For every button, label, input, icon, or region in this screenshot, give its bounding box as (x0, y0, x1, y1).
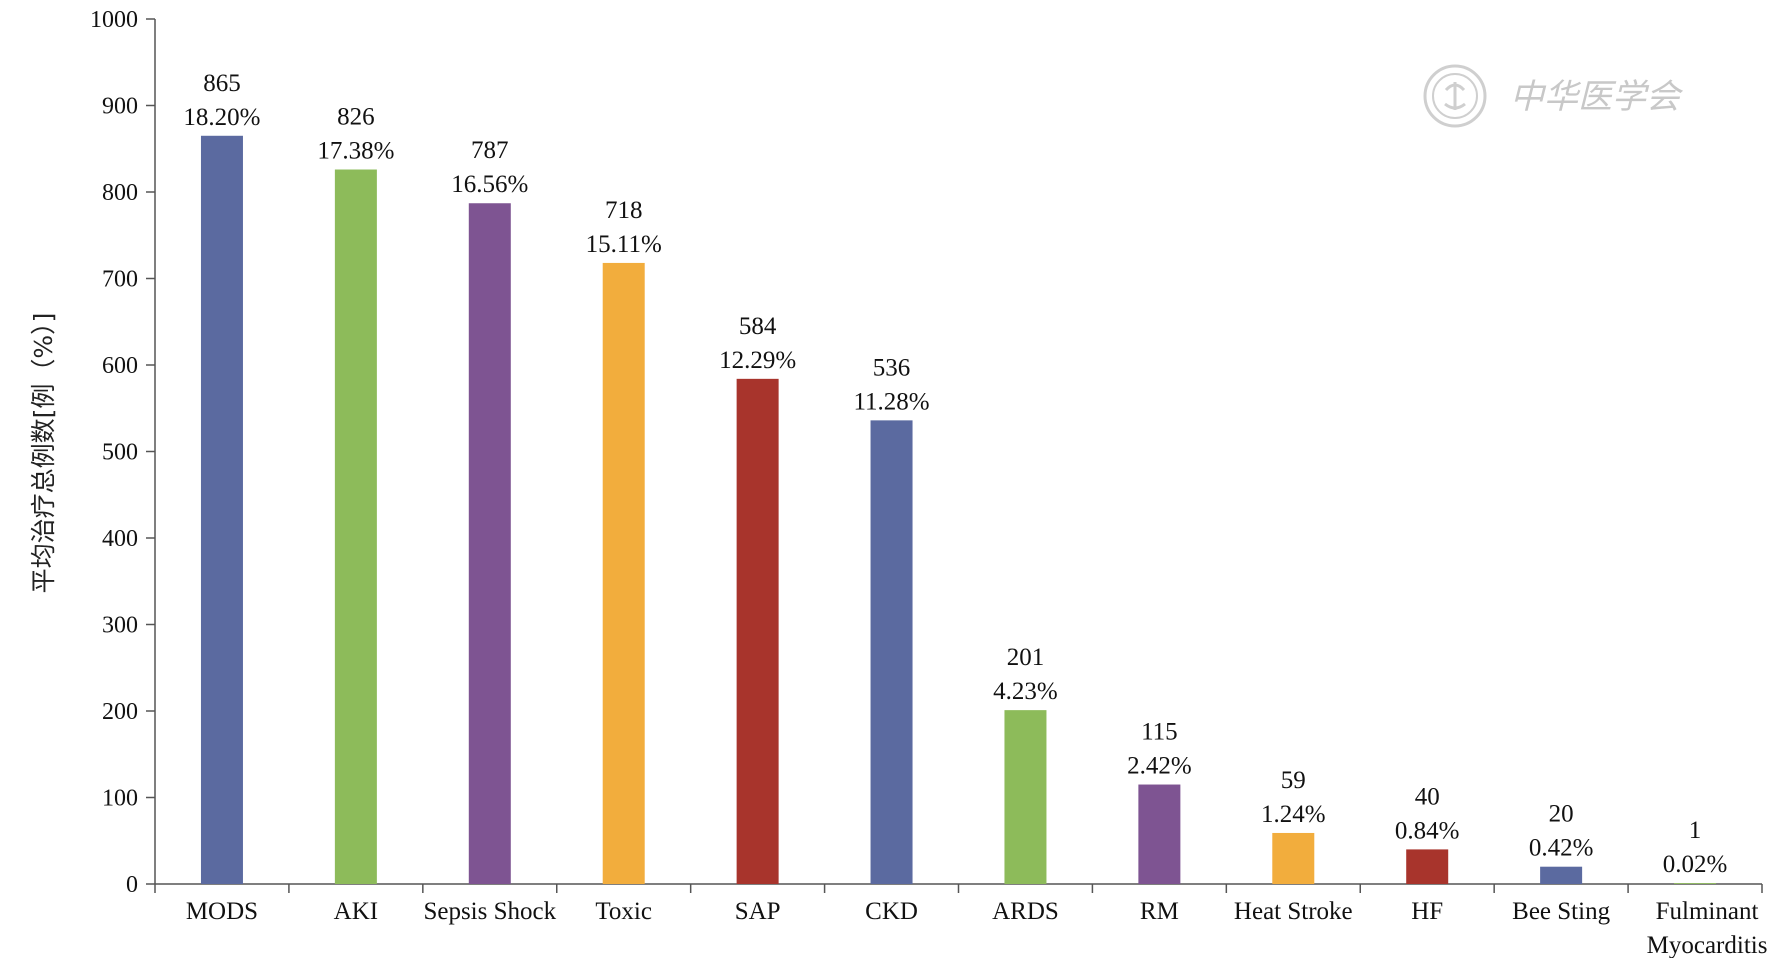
bar-percent-label: 18.20% (183, 104, 260, 131)
x-category-label: Bee Sting (1512, 898, 1610, 925)
y-tick-label: 100 (102, 786, 138, 812)
y-axis-title: 平均治疗总例数[例（%）] (29, 313, 58, 594)
bar-value-label: 1 (1689, 817, 1702, 844)
bar (200, 135, 243, 884)
bar-percent-label: 2.42% (1127, 753, 1192, 780)
x-category-label: SAP (735, 898, 781, 925)
bar-percent-label: 4.23% (993, 678, 1058, 705)
bar (334, 169, 377, 884)
x-category-label: MODS (186, 898, 258, 925)
bar-value-label: 40 (1415, 783, 1440, 810)
y-tick-label: 0 (126, 872, 138, 898)
bar-value-label: 20 (1549, 801, 1574, 828)
bar-percent-label: 16.56% (451, 171, 528, 198)
x-axis-labels: MODS AKI Sepsis Shock Toxic SAP CKD ARDS RM Heat… (186, 898, 1768, 958)
bar-value-label: 787 (471, 137, 509, 164)
bar-percent-label: 11.28% (853, 388, 929, 415)
axes (154, 19, 1763, 893)
x-category-label: CKD (865, 898, 918, 925)
bars (200, 135, 1717, 884)
y-tick-label: 400 (102, 526, 138, 552)
bar-percent-label: 1.24% (1261, 801, 1326, 828)
bar-percent-label: 0.42% (1529, 835, 1594, 862)
x-category-label: ARDS (992, 898, 1059, 925)
bar (1272, 832, 1315, 884)
y-tick-label: 600 (102, 353, 138, 379)
bar (1540, 866, 1583, 884)
y-axis-ticks: 0 100 200 300 400 500 600 700 800 900 1000 (90, 7, 155, 898)
y-tick-label: 300 (102, 613, 138, 639)
x-category-label: Fulminant Myocarditis (1647, 898, 1768, 958)
bar (468, 203, 511, 884)
x-category-label: Sepsis Shock (423, 898, 556, 925)
bar-value-label: 201 (1007, 644, 1045, 671)
bar-percent-label: 15.11% (586, 231, 662, 258)
bar-value-label: 826 (337, 104, 375, 131)
bar (1674, 883, 1717, 884)
y-tick-label: 500 (102, 440, 138, 466)
y-tick-label: 700 (102, 267, 138, 293)
bar (870, 420, 913, 884)
x-category-label: HF (1411, 898, 1443, 925)
bar-value-label: 584 (739, 313, 777, 340)
bar-percent-label: 0.84% (1395, 817, 1460, 844)
y-tick-label: 800 (102, 180, 138, 206)
data-labels: 865 18.20% 826 17.38% 787 16.56% 718 15.11% 584 1… (183, 70, 1727, 878)
bar (736, 378, 779, 884)
bar-value-label: 115 (1141, 719, 1178, 746)
y-tick-label: 200 (102, 699, 138, 725)
y-tick-label: 900 (102, 94, 138, 120)
bar (602, 262, 645, 884)
x-category-label: RM (1140, 898, 1179, 925)
bar-percent-label: 17.38% (317, 138, 394, 165)
x-category-label: AKI (334, 898, 378, 925)
bar (1004, 710, 1047, 884)
bar-value-label: 718 (605, 197, 643, 224)
bar (1138, 784, 1181, 884)
bar-value-label: 59 (1281, 767, 1306, 794)
x-category-label: Toxic (595, 898, 652, 925)
bar (1406, 849, 1449, 884)
chinese-medical-association-seal-icon (1423, 64, 1487, 128)
bar-percent-label: 0.02% (1663, 851, 1728, 878)
bar-value-label: 536 (873, 354, 911, 381)
watermark: 中华医学会 (1423, 64, 1684, 128)
bar-value-label: 865 (203, 70, 241, 97)
x-category-label: Heat Stroke (1234, 898, 1353, 925)
y-tick-label: 1000 (90, 7, 138, 33)
watermark-text: 中华医学会 (1510, 77, 1684, 117)
bar-percent-label: 12.29% (719, 347, 796, 374)
